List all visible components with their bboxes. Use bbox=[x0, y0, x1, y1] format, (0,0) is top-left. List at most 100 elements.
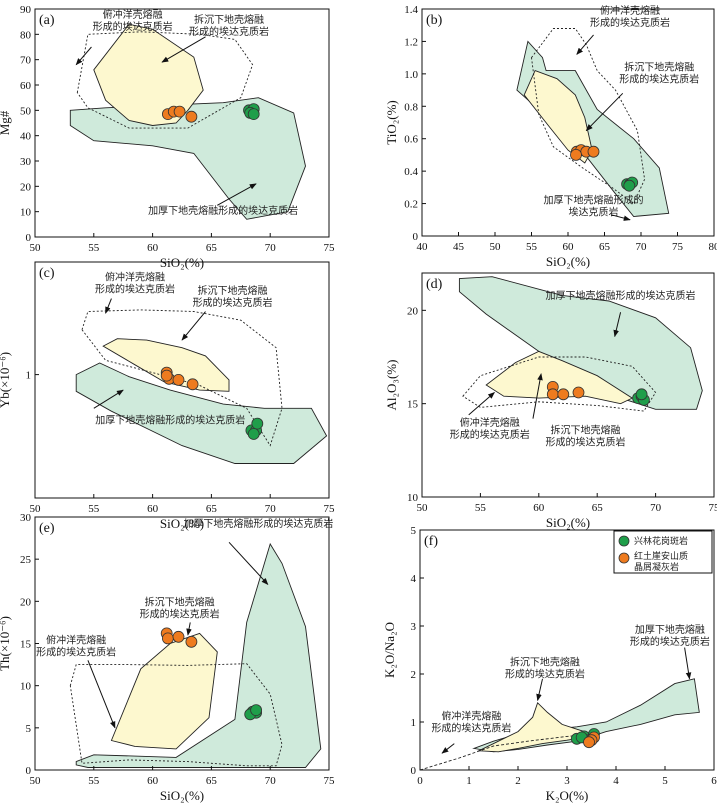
panel-label: (f) bbox=[424, 534, 438, 549]
y-axis-title: Yb(×10⁻⁶) bbox=[0, 352, 12, 408]
x-tick-label: 50 bbox=[30, 775, 42, 787]
annotation-arrow bbox=[217, 183, 257, 206]
y-tick-label: 0 bbox=[26, 232, 32, 244]
hongtuya-tuff-point bbox=[570, 148, 582, 161]
annotation-arrow bbox=[161, 36, 206, 63]
delaminated-lower-crust-field bbox=[477, 701, 597, 753]
delaminated-lower-crust-field bbox=[93, 23, 204, 126]
legend-marker-orange bbox=[618, 552, 630, 564]
x-tick-label: 60 bbox=[533, 502, 545, 514]
hongtuya-tuff-point bbox=[185, 110, 198, 123]
x-tick-label: 5 bbox=[662, 775, 668, 787]
hongtuya-tuff-point bbox=[186, 378, 199, 391]
hongtuya-tuff-point bbox=[587, 145, 600, 158]
y-tick-label: 20 bbox=[20, 596, 32, 608]
y-axis-title: Al₂O₃(%) bbox=[384, 360, 399, 411]
x-tick-label: 55 bbox=[88, 775, 100, 787]
y-tick-label: 1 bbox=[26, 370, 32, 382]
field-annotation: 加厚下地壳熔融形成的埃达克质岩 bbox=[544, 194, 644, 219]
panel-b: 40 45 50 55 60 65 70 75 80 0 0.2 0.4 0.6 0.8 1.0 1.2 1.4… bbox=[384, 4, 717, 269]
field-annotation: 加厚下地壳熔融形成的埃达克质岩 bbox=[148, 204, 298, 217]
y-tick-label: 0.2 bbox=[404, 199, 418, 211]
y-tick-label: 50 bbox=[20, 105, 32, 117]
x-tick-label: 65 bbox=[206, 242, 218, 254]
x-axis-title: SiO₂(%) bbox=[160, 788, 204, 803]
x-tick-label: 65 bbox=[599, 241, 611, 253]
y-tick-label: 2 bbox=[411, 669, 417, 681]
field-annotation: 俯冲洋壳熔融形成的埃达克质岩 bbox=[95, 271, 175, 296]
field-annotation: 加厚下地壳熔融形成的埃达克质岩 bbox=[183, 517, 333, 530]
y-tick-label: 70 bbox=[20, 55, 32, 67]
y-tick-label: 10 bbox=[20, 207, 32, 219]
x-axis-title: SiO₂(%) bbox=[160, 516, 204, 531]
y-tick-label: 1 bbox=[411, 717, 417, 729]
x-tick-label: 60 bbox=[147, 242, 159, 254]
hongtuya-tuff-point bbox=[572, 386, 585, 399]
xinglin-granite-porphyry-point bbox=[623, 179, 636, 192]
annotation-arrow bbox=[181, 311, 206, 341]
annotation-arrow bbox=[536, 678, 543, 702]
x-tick-label: 65 bbox=[592, 502, 604, 514]
field-annotation: 俯冲洋壳熔融形成的埃达克质岩 bbox=[590, 4, 670, 29]
x-tick-label: 6 bbox=[711, 775, 717, 787]
x-tick-label: 70 bbox=[265, 775, 277, 787]
x-tick-label: 80 bbox=[709, 241, 717, 253]
y-tick-label: 15 bbox=[20, 639, 32, 651]
y-tick-label: 30 bbox=[20, 512, 32, 524]
annotation-arrow bbox=[87, 660, 116, 729]
x-tick-label: 55 bbox=[88, 242, 100, 254]
x-tick-label: 75 bbox=[324, 242, 336, 254]
annotation-arrow bbox=[75, 46, 92, 66]
y-tick-label: 1.0 bbox=[404, 69, 418, 81]
panel-label: (e) bbox=[39, 521, 55, 536]
panel-e: 50 55 60 65 70 75 0 5 10 15 20 25 30 SiO₂(%) Th(×10⁻⁶)… bbox=[0, 512, 335, 803]
panel-label: (d) bbox=[426, 277, 443, 292]
x-tick-label: 75 bbox=[672, 241, 684, 253]
y-tick-label: 10 bbox=[407, 492, 419, 504]
y-tick-label: 0 bbox=[411, 765, 417, 777]
y-tick-label: 10 bbox=[20, 681, 32, 693]
y-tick-label: 0.6 bbox=[404, 134, 418, 146]
panel-label: (b) bbox=[426, 13, 443, 28]
y-axis-title: TiO₂(%) bbox=[384, 100, 399, 145]
plot-frame bbox=[421, 272, 715, 498]
x-axis-title: K₂O(%) bbox=[546, 788, 589, 803]
delaminated-lower-crust-field bbox=[110, 632, 218, 750]
y-tick-label: 30 bbox=[20, 156, 32, 168]
field-annotation: 拆沉下地壳熔融形成的埃达克质岩 bbox=[505, 655, 585, 680]
x-tick-label: 60 bbox=[563, 241, 575, 253]
y-tick-label: 25 bbox=[20, 554, 32, 566]
xinglin-granite-porphyry-point bbox=[635, 388, 648, 401]
field-annotation: 拆沉下地壳熔融形成的埃达克质岩 bbox=[619, 61, 699, 86]
legend-entry: 红土崖安山质晶屑凝灰岩 bbox=[634, 550, 688, 573]
y-tick-label: 5 bbox=[411, 525, 417, 537]
x-tick-label: 55 bbox=[526, 241, 538, 253]
legend-entry: 兴林花岗斑岩 bbox=[634, 535, 688, 547]
thickened-lower-crust-field bbox=[75, 362, 328, 464]
xinglin-granite-porphyry-point bbox=[247, 108, 260, 120]
x-axis-title: SiO₂(%) bbox=[546, 515, 590, 530]
y-axis-title: Mg# bbox=[0, 110, 12, 135]
y-axis-title: K₂O/Na₂O bbox=[382, 622, 397, 678]
hongtuya-tuff-point bbox=[185, 635, 198, 648]
hongtuya-tuff-point bbox=[173, 105, 186, 118]
xinglin-granite-porphyry-point bbox=[250, 704, 263, 716]
y-tick-label: 60 bbox=[20, 80, 32, 92]
xinglin-granite-porphyry-point bbox=[247, 428, 260, 440]
x-tick-label: 55 bbox=[475, 502, 487, 514]
field-annotation: 俯冲洋壳熔融形成的埃达克质岩 bbox=[450, 416, 530, 441]
field-annotation: 俯冲洋壳熔融形成的埃达克质岩 bbox=[431, 710, 511, 735]
hongtuya-tuff-point bbox=[583, 736, 595, 749]
subducted-slab-field bbox=[76, 31, 254, 129]
annotation-arrow bbox=[684, 647, 692, 680]
x-tick-label: 0 bbox=[417, 775, 423, 787]
field-annotation: 拆沉下地壳熔融形成的埃达克质岩 bbox=[140, 596, 220, 621]
y-tick-label: 15 bbox=[407, 399, 419, 411]
legend-marker-green bbox=[618, 535, 630, 547]
y-tick-label: 1.4 bbox=[404, 4, 418, 16]
panel-d: 50 55 60 65 70 75 10 15 20 SiO₂(%) Al₂O₃(%) (d) 加厚下地… bbox=[384, 272, 717, 530]
annotation-arrow bbox=[532, 373, 543, 419]
y-tick-label: 20 bbox=[20, 181, 32, 193]
x-tick-label: 75 bbox=[324, 503, 336, 515]
